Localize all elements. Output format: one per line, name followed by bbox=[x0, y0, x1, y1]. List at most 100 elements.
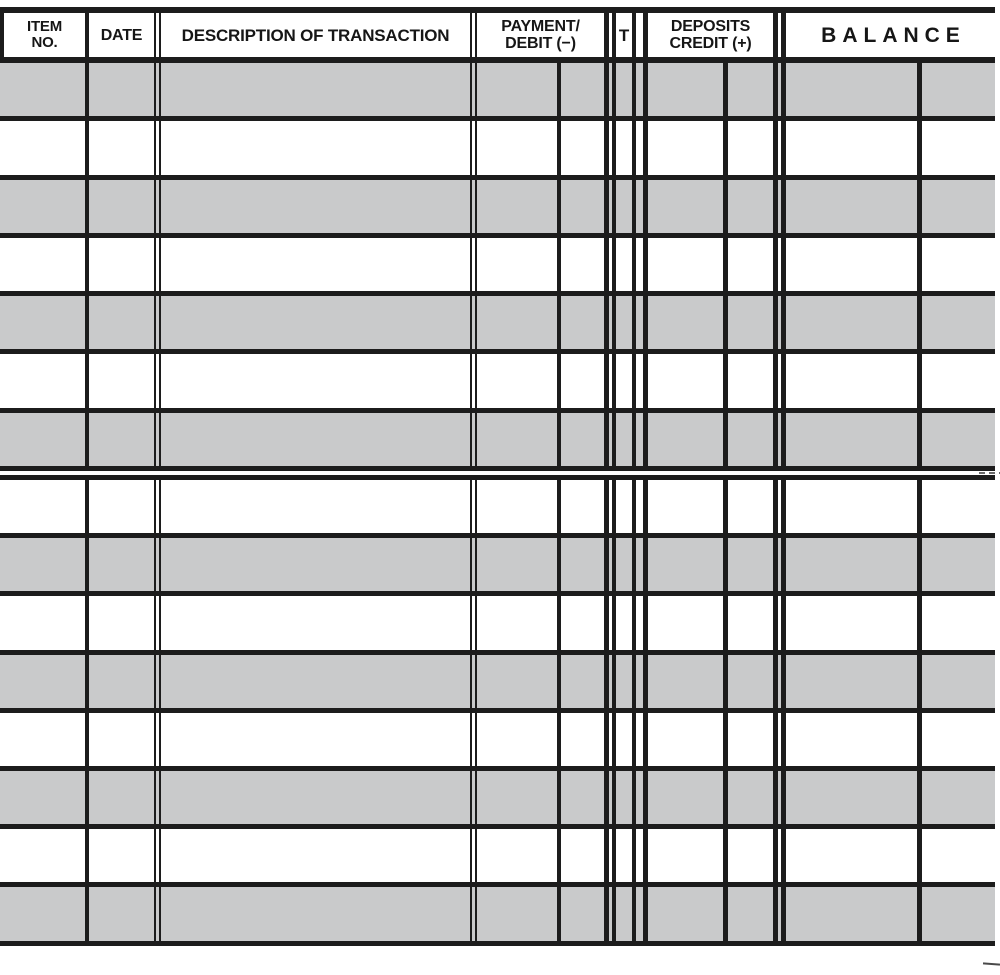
column-divider-double bbox=[154, 237, 161, 292]
cents-divider bbox=[557, 887, 561, 941]
column-divider bbox=[85, 63, 89, 117]
column-divider-double bbox=[154, 538, 161, 592]
cell-description bbox=[161, 121, 470, 174]
column-divider-double bbox=[470, 596, 477, 650]
cents-divider bbox=[557, 538, 561, 592]
cents-divider bbox=[723, 179, 728, 233]
cell-payment-dollars bbox=[477, 713, 557, 766]
cell-t-check bbox=[616, 296, 632, 349]
cell-balance-cents bbox=[922, 354, 995, 407]
column-divider-double bbox=[632, 887, 648, 941]
column-divider-double bbox=[154, 63, 161, 117]
column-divider-double bbox=[154, 354, 161, 408]
cell-item-no bbox=[0, 713, 85, 766]
column-divider-double bbox=[470, 237, 477, 292]
header-item-no: ITEM NO. bbox=[4, 13, 85, 57]
cell-t-check bbox=[616, 480, 632, 533]
column-divider bbox=[85, 179, 89, 233]
cents-divider bbox=[917, 596, 922, 650]
column-divider-double bbox=[773, 654, 786, 708]
cents-divider bbox=[917, 829, 922, 883]
column-divider-double bbox=[632, 771, 648, 825]
column-divider-double bbox=[154, 412, 161, 467]
cents-divider bbox=[723, 296, 728, 350]
cents-divider bbox=[917, 771, 922, 825]
cell-item-no bbox=[0, 354, 85, 407]
tear-mark-icon bbox=[982, 962, 1000, 966]
cell-balance-dollars bbox=[786, 296, 917, 349]
column-divider bbox=[85, 480, 89, 534]
cell-balance-dollars bbox=[786, 413, 917, 466]
column-divider-double bbox=[470, 63, 477, 117]
column-divider-double bbox=[470, 538, 477, 592]
column-divider-double bbox=[470, 354, 477, 408]
header-deposits-line2: CREDIT (+) bbox=[669, 35, 752, 52]
column-divider-double bbox=[470, 712, 477, 767]
cell-payment-cents bbox=[561, 354, 604, 407]
cell-t-check bbox=[616, 887, 632, 940]
header-t-label: T bbox=[618, 25, 630, 45]
cell-payment-cents bbox=[561, 596, 604, 649]
cents-divider bbox=[723, 829, 728, 883]
column-divider-double bbox=[470, 412, 477, 467]
column-divider bbox=[85, 596, 89, 650]
cell-payment-dollars bbox=[477, 63, 557, 116]
cell-payment-dollars bbox=[477, 180, 557, 233]
cell-item-no bbox=[0, 655, 85, 708]
cell-deposit-dollars bbox=[648, 480, 723, 533]
cell-date bbox=[89, 538, 154, 591]
cents-divider bbox=[917, 179, 922, 233]
cell-t-check bbox=[616, 829, 632, 882]
column-divider-double bbox=[632, 480, 648, 534]
cell-payment-cents bbox=[561, 238, 604, 291]
cell-t-check bbox=[616, 655, 632, 708]
cents-divider bbox=[723, 771, 728, 825]
column-divider-double bbox=[632, 296, 648, 350]
cell-balance-dollars bbox=[786, 238, 917, 291]
column-divider-double bbox=[470, 296, 477, 350]
column-divider-double bbox=[154, 121, 161, 175]
cell-date bbox=[89, 713, 154, 766]
cell-description bbox=[161, 771, 470, 824]
register-row bbox=[0, 354, 995, 413]
cell-t-check bbox=[616, 63, 632, 116]
cell-date bbox=[89, 655, 154, 708]
cell-deposit-dollars bbox=[648, 180, 723, 233]
column-divider-double bbox=[632, 596, 648, 650]
cell-balance-dollars bbox=[786, 771, 917, 824]
header-payment-debit: PAYMENT/ DEBIT (−) bbox=[477, 13, 604, 57]
cell-deposit-dollars bbox=[648, 238, 723, 291]
column-divider-double bbox=[632, 412, 648, 467]
cents-divider bbox=[557, 179, 561, 233]
column-divider bbox=[85, 829, 89, 883]
header-item-no-line1: ITEM bbox=[26, 18, 63, 35]
cell-balance-dollars bbox=[786, 887, 917, 940]
column-divider-double bbox=[154, 13, 161, 57]
cell-payment-dollars bbox=[477, 296, 557, 349]
cell-item-no bbox=[0, 121, 85, 174]
cell-deposit-cents bbox=[728, 596, 773, 649]
cell-t-check bbox=[616, 238, 632, 291]
column-divider-double bbox=[632, 13, 648, 57]
column-divider-double bbox=[632, 237, 648, 292]
column-divider-double bbox=[154, 596, 161, 650]
cell-item-no bbox=[0, 480, 85, 533]
cell-balance-dollars bbox=[786, 596, 917, 649]
cents-divider bbox=[557, 480, 561, 534]
cell-balance-dollars bbox=[786, 829, 917, 882]
page-split-gap bbox=[0, 471, 1000, 476]
cell-description bbox=[161, 596, 470, 649]
cell-balance-cents bbox=[922, 121, 995, 174]
cell-deposit-cents bbox=[728, 771, 773, 824]
cents-divider bbox=[557, 596, 561, 650]
cell-date bbox=[89, 180, 154, 233]
cell-deposit-cents bbox=[728, 538, 773, 591]
column-divider-double bbox=[470, 771, 477, 825]
cents-divider bbox=[557, 121, 561, 175]
cents-divider bbox=[917, 538, 922, 592]
header-deposits-credit: DEPOSITS CREDIT (+) bbox=[648, 13, 773, 57]
column-divider-double bbox=[604, 121, 616, 175]
cell-balance-cents bbox=[922, 887, 995, 940]
column-divider-double bbox=[632, 654, 648, 708]
cents-divider bbox=[723, 63, 728, 117]
